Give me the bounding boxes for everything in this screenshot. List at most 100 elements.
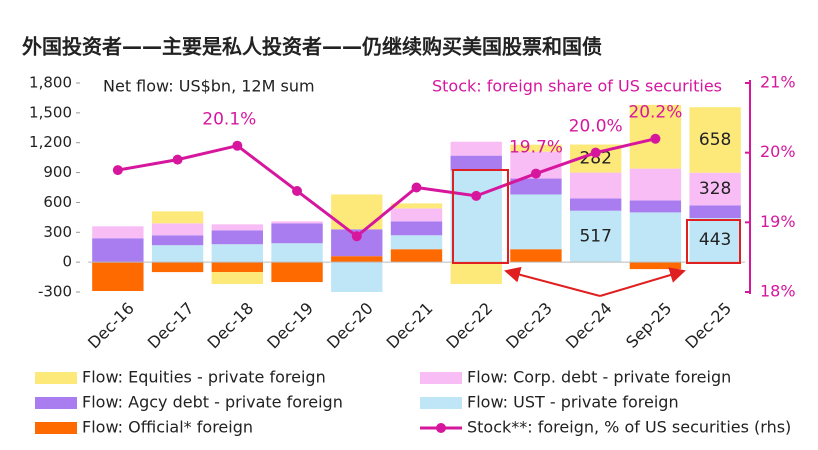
y2-tick-label: 18% bbox=[760, 282, 796, 301]
data-label: 20.0% bbox=[569, 117, 623, 137]
x-tick-label: Dec-19 bbox=[263, 299, 317, 353]
line-point bbox=[530, 168, 541, 179]
legend-swatch bbox=[420, 397, 462, 409]
line-point bbox=[172, 154, 183, 165]
bar-segment bbox=[331, 262, 383, 292]
bar-segment bbox=[510, 178, 562, 195]
bar-segment bbox=[271, 223, 323, 244]
bar-segment bbox=[390, 221, 443, 236]
line-point bbox=[232, 140, 243, 151]
line-point bbox=[351, 231, 362, 242]
legend-item: Flow: Agcy debt - private foreign bbox=[35, 393, 343, 412]
legend-item: Flow: Official* foreign bbox=[35, 418, 253, 437]
bar-segment bbox=[390, 235, 443, 250]
bar-segment bbox=[390, 249, 443, 263]
legend-swatch bbox=[35, 397, 77, 409]
y2-tick-label: 21% bbox=[760, 73, 796, 92]
y-tick-label: 1,200 bbox=[29, 133, 72, 151]
x-tick-label: Dec-17 bbox=[144, 299, 198, 353]
bar-segment bbox=[211, 272, 264, 285]
x-tick-label: Dec-20 bbox=[323, 299, 377, 353]
x-tick-label: Dec-25 bbox=[681, 299, 735, 353]
data-label: 658 bbox=[699, 130, 731, 150]
legend-label: Flow: Agcy debt - private foreign bbox=[82, 393, 343, 412]
legend-item: Flow: UST - private foreign bbox=[420, 393, 679, 412]
bar-segment bbox=[569, 172, 622, 199]
legend-swatch bbox=[35, 422, 77, 434]
plot: -300 0 300 600 900 1,200 1,500 1,800 18% 19% 20% 21… bbox=[29, 73, 796, 353]
line bbox=[117, 137, 656, 239]
bar-segment bbox=[211, 262, 264, 273]
data-label: 19.7% bbox=[509, 138, 563, 158]
data-label: 282 bbox=[579, 149, 611, 169]
y-tick-label: 600 bbox=[43, 193, 72, 211]
chart-title: 外国投资者——主要是私人投资者——仍继续购买美国股票和国债 bbox=[22, 35, 602, 59]
bar-segment bbox=[211, 224, 264, 231]
x-tick-label: Dec-23 bbox=[502, 299, 556, 353]
y-tick-label: 1,800 bbox=[29, 74, 72, 92]
bar-segment bbox=[689, 218, 741, 263]
y-tick-label: 0 bbox=[62, 253, 72, 271]
legend-item: Flow: Equities - private foreign bbox=[35, 368, 326, 387]
annotation: Stock: foreign share of US securities bbox=[432, 77, 722, 96]
bar-segment bbox=[271, 243, 323, 263]
legend-label: Flow: UST - private foreign bbox=[467, 393, 679, 412]
bar-segment bbox=[92, 262, 144, 292]
bar-segment bbox=[151, 211, 204, 224]
bar-segment bbox=[151, 235, 204, 246]
bar-segment bbox=[92, 238, 144, 263]
bar-segment bbox=[510, 249, 562, 263]
bar-segment bbox=[271, 262, 323, 283]
bar-segment bbox=[331, 256, 383, 263]
bar-segment bbox=[92, 226, 144, 239]
legend-label: Flow: Corp. debt - private foreign bbox=[467, 368, 731, 387]
bar-segment bbox=[689, 172, 741, 206]
data-label: 20.1% bbox=[202, 110, 256, 130]
bar-segment bbox=[450, 141, 502, 156]
line-point bbox=[590, 147, 601, 158]
bar-segment bbox=[390, 208, 443, 222]
line-point bbox=[112, 165, 123, 176]
legend-label: Flow: Equities - private foreign bbox=[82, 368, 326, 387]
legend-item: Flow: Corp. debt - private foreign bbox=[420, 368, 731, 387]
bar-segment bbox=[689, 205, 741, 219]
data-label: 328 bbox=[699, 179, 731, 199]
data-label: 517 bbox=[579, 226, 611, 246]
x-tick-label: Dec-24 bbox=[562, 299, 616, 353]
bar-segment bbox=[151, 245, 204, 263]
x-tick-label: Dec-18 bbox=[204, 299, 258, 353]
arrow bbox=[504, 266, 601, 297]
bar-segment bbox=[450, 262, 502, 285]
bar-segment bbox=[211, 230, 264, 245]
highlight-box bbox=[452, 169, 509, 264]
bar-segment bbox=[629, 262, 682, 270]
bar-segment bbox=[569, 210, 622, 263]
bar-segment bbox=[510, 194, 562, 250]
legend-item: Stock**: foreign, % of US securities (rh… bbox=[420, 418, 791, 437]
bar-segment bbox=[629, 212, 682, 263]
line-point bbox=[411, 182, 422, 193]
bar-segment bbox=[510, 144, 562, 152]
y-tick-label: -300 bbox=[38, 283, 72, 301]
legend-label: Stock**: foreign, % of US securities (rh… bbox=[467, 418, 791, 437]
y2-tick-label: 20% bbox=[760, 142, 796, 161]
x-tick-label: Dec-16 bbox=[84, 299, 138, 353]
data-label: 443 bbox=[699, 230, 731, 250]
bar-segment bbox=[629, 168, 682, 201]
line-point bbox=[471, 190, 482, 201]
bar-segment bbox=[211, 244, 264, 263]
annotation: Net flow: US$bn, 12M sum bbox=[103, 77, 315, 96]
x-tick-label: Dec-22 bbox=[442, 299, 496, 353]
highlight-box bbox=[686, 219, 741, 264]
arrow bbox=[599, 267, 686, 297]
bar-segment bbox=[569, 198, 622, 211]
x-tick-label: Sep-25 bbox=[622, 299, 675, 352]
bar-segment bbox=[390, 203, 443, 209]
bar-segment bbox=[450, 155, 502, 171]
y-tick-label: 900 bbox=[43, 163, 72, 181]
legend-swatch bbox=[436, 423, 446, 433]
bar-segment bbox=[151, 262, 204, 273]
legend-swatch bbox=[420, 372, 462, 384]
line-point bbox=[292, 185, 303, 196]
